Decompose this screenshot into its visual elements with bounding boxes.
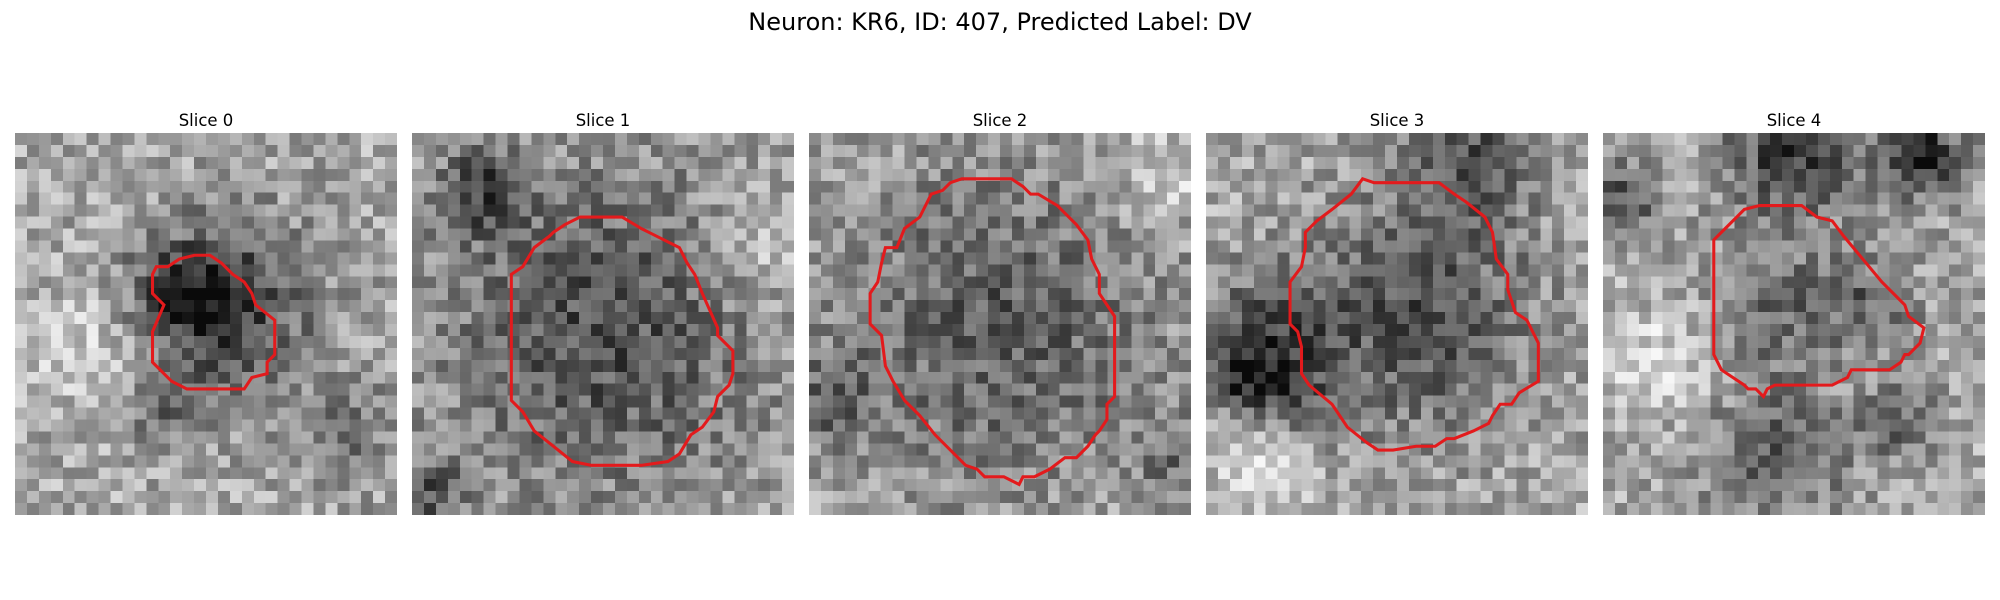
roi-contour-0 <box>150 253 277 391</box>
slice-image-2 <box>809 133 1191 515</box>
slice-title-2: Slice 2 <box>972 111 1028 130</box>
slice-title-4: Slice 4 <box>1766 111 1822 130</box>
roi-contour-2 <box>868 177 1117 487</box>
roi-contour-1 <box>509 215 735 467</box>
slice-panel-4: Slice 4 <box>1603 110 1985 515</box>
slice-title-1: Slice 1 <box>575 111 631 130</box>
slice-panel-1: Slice 1 <box>412 110 794 515</box>
slice-image-1 <box>412 133 794 515</box>
roi-contour-4 <box>1712 204 1926 400</box>
slice-title-3: Slice 3 <box>1369 111 1425 130</box>
figure-title: Neuron: KR6, ID: 407, Predicted Label: D… <box>748 8 1252 36</box>
slice-panel-0: Slice 0 <box>15 110 397 515</box>
slice-panel-3: Slice 3 <box>1206 110 1588 515</box>
slice-panel-2: Slice 2 <box>809 110 1191 515</box>
slice-title-0: Slice 0 <box>178 111 234 130</box>
slice-image-0 <box>15 133 397 515</box>
slice-image-3 <box>1206 133 1588 515</box>
roi-contour-3 <box>1288 177 1540 452</box>
slice-image-4 <box>1603 133 1985 515</box>
